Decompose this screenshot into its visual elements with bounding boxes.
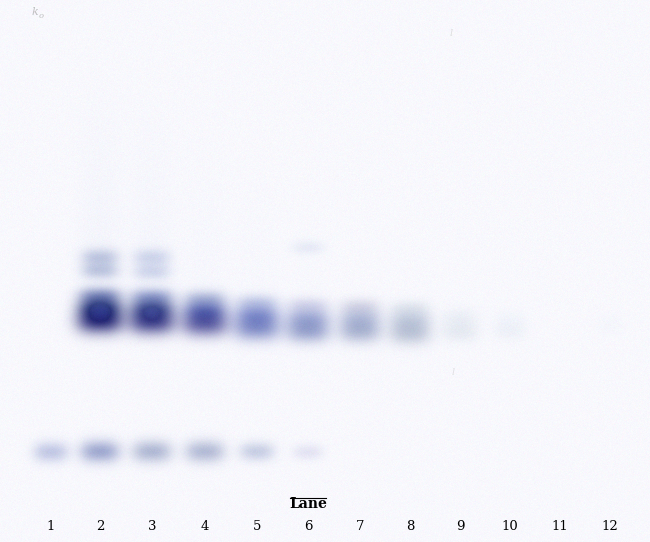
Text: Lane: Lane	[289, 497, 327, 511]
Text: l: l	[450, 29, 453, 38]
Text: 9: 9	[456, 520, 464, 533]
Text: 4: 4	[201, 520, 209, 533]
Text: 7: 7	[356, 520, 364, 533]
Text: 6: 6	[304, 520, 312, 533]
Text: k: k	[32, 7, 39, 17]
Text: 3: 3	[148, 520, 156, 533]
Text: o: o	[39, 12, 44, 20]
Text: l: l	[452, 368, 455, 377]
Text: 12: 12	[602, 520, 618, 533]
Text: 11: 11	[552, 520, 568, 533]
Text: 8: 8	[406, 520, 414, 533]
Text: 1: 1	[47, 520, 55, 533]
Text: 5: 5	[253, 520, 261, 533]
Text: 2: 2	[96, 520, 104, 533]
Text: 10: 10	[502, 520, 519, 533]
